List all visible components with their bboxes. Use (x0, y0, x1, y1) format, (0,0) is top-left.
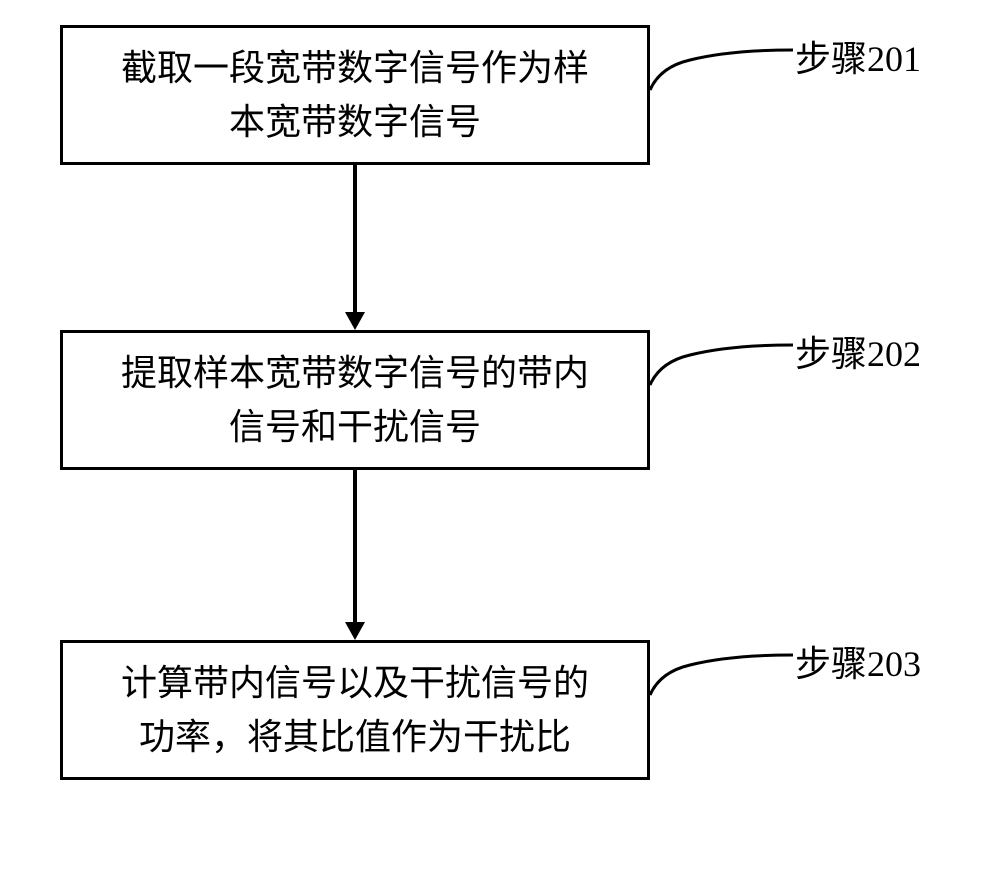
step-1-text: 截取一段宽带数字信号作为样本宽带数字信号 (121, 41, 589, 149)
step-box-3: 计算带内信号以及干扰信号的功率，将其比值作为干扰比 (60, 640, 650, 780)
step-2-label: 步骤202 (795, 325, 921, 377)
step-3-text: 计算带内信号以及干扰信号的功率，将其比值作为干扰比 (121, 656, 589, 764)
connector-3 (650, 630, 795, 710)
step-2-text: 提取样本宽带数字信号的带内信号和干扰信号 (121, 346, 589, 454)
connector-1 (650, 25, 795, 105)
arrow-1-line (353, 165, 357, 313)
arrow-2-head (345, 622, 365, 640)
arrow-1-head (345, 312, 365, 330)
step-box-2: 提取样本宽带数字信号的带内信号和干扰信号 (60, 330, 650, 470)
step-1-label: 步骤201 (795, 30, 921, 82)
flowchart-container: 截取一段宽带数字信号作为样本宽带数字信号 步骤201 提取样本宽带数字信号的带内… (0, 0, 1000, 881)
step-box-1: 截取一段宽带数字信号作为样本宽带数字信号 (60, 25, 650, 165)
arrow-2-line (353, 470, 357, 623)
step-3-label: 步骤203 (795, 635, 921, 687)
connector-2 (650, 320, 795, 400)
